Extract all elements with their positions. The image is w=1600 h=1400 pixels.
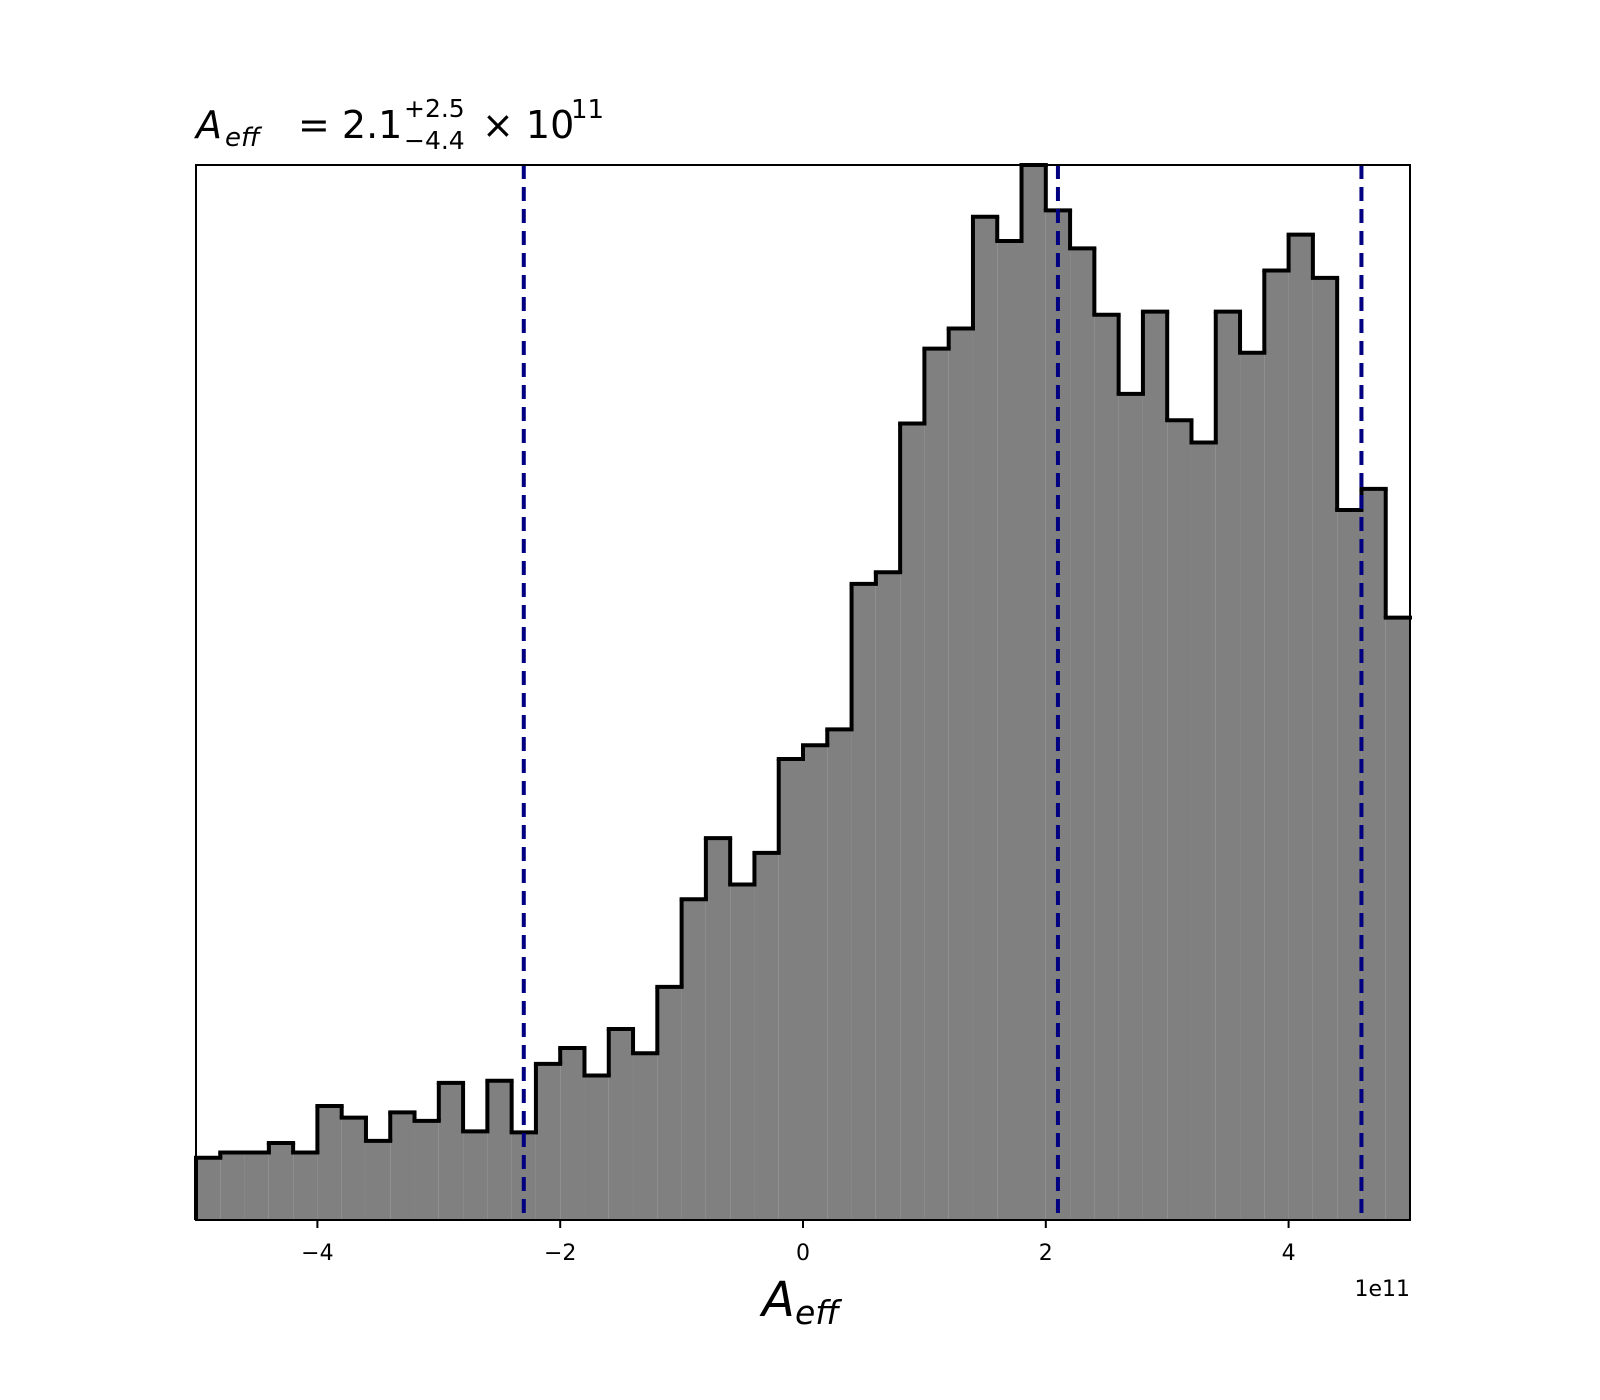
bar [730, 884, 755, 1220]
bar [705, 838, 731, 1220]
bar [463, 1131, 488, 1220]
bar [535, 1063, 561, 1220]
x-label-subscript: eff [795, 1293, 842, 1332]
bar [827, 729, 852, 1220]
bar [1070, 248, 1095, 1221]
bar [560, 1048, 585, 1220]
bar [317, 1106, 342, 1220]
bar [293, 1152, 318, 1220]
bar [1361, 488, 1386, 1220]
x-tick-label: −4 [301, 1241, 333, 1266]
x-label-symbol: A [759, 1272, 795, 1328]
bar [1191, 442, 1216, 1221]
x-tick-label: 2 [1039, 1241, 1053, 1266]
bar [1021, 165, 1046, 1220]
title-subscript: eff [225, 123, 263, 153]
x-tick-label: −2 [544, 1241, 576, 1266]
bar [1312, 277, 1338, 1220]
title-upper: +2.5 [404, 94, 465, 123]
bar [220, 1152, 245, 1220]
bar [900, 423, 925, 1221]
bar [1215, 311, 1241, 1220]
bar [244, 1152, 269, 1220]
bar [924, 348, 949, 1220]
bar [754, 852, 779, 1220]
x-tick-label: 0 [796, 1241, 810, 1266]
bar [657, 986, 682, 1220]
bar [1288, 234, 1313, 1220]
title-times: × 10 [482, 103, 574, 147]
bar [1167, 420, 1192, 1220]
bar [1264, 270, 1289, 1220]
title-exponent: 11 [571, 95, 604, 125]
bar [948, 328, 973, 1220]
bar [341, 1117, 366, 1220]
bar [778, 758, 803, 1220]
x-tick-label: 4 [1282, 1241, 1296, 1266]
bar [803, 745, 828, 1220]
bar [997, 240, 1022, 1220]
bar [268, 1142, 294, 1220]
bar [1240, 352, 1265, 1220]
bar [1142, 311, 1168, 1220]
bar [390, 1112, 415, 1220]
bar [414, 1120, 439, 1220]
title-lower: −4.4 [404, 126, 465, 155]
bar [487, 1080, 512, 1220]
bar [438, 1082, 464, 1220]
bar [1337, 509, 1362, 1220]
title-value: = 2.1 [298, 103, 402, 147]
bar [633, 1053, 658, 1220]
x-offset-label: 1e11 [1354, 1277, 1410, 1302]
bar [365, 1140, 391, 1220]
bar [1094, 314, 1119, 1220]
bar [608, 1029, 634, 1220]
bar [681, 899, 706, 1220]
bar [584, 1075, 609, 1220]
title-symbol: A [193, 103, 222, 147]
bar [851, 583, 876, 1220]
bar [196, 1157, 221, 1220]
bar [875, 572, 901, 1220]
bar [1385, 617, 1410, 1220]
bar [972, 216, 998, 1220]
bar [1118, 393, 1143, 1220]
